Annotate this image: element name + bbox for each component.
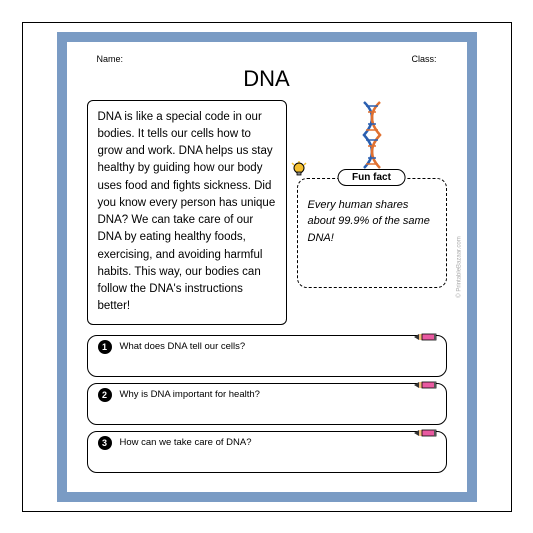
- question-box-2: 2 Why is DNA important for health?: [87, 383, 447, 425]
- dna-helix-icon: [352, 100, 392, 170]
- question-text: Why is DNA important for health?: [120, 389, 260, 400]
- question-number: 1: [98, 340, 112, 354]
- right-column: Fun fact Every human shares about 99.9% …: [297, 100, 447, 325]
- lightbulb-icon: [290, 161, 308, 184]
- question-box-1: 1 What does DNA tell our cells?: [87, 335, 447, 377]
- worksheet-page: Name: Class: DNA DNA is like a special c…: [57, 32, 477, 502]
- main-text-box: DNA is like a special code in our bodies…: [87, 100, 287, 325]
- watermark: © PrintableBazaar.com: [457, 236, 463, 297]
- question-text: How can we take care of DNA?: [120, 437, 252, 448]
- name-label: Name:: [97, 54, 124, 64]
- question-header: 1 What does DNA tell our cells?: [98, 340, 436, 354]
- question-box-3: 3 How can we take care of DNA?: [87, 431, 447, 473]
- fun-fact-box: Fun fact Every human shares about 99.9% …: [297, 178, 447, 288]
- class-label: Class:: [411, 54, 436, 64]
- pencil-icon: [414, 378, 438, 392]
- question-header: 2 Why is DNA important for health?: [98, 388, 436, 402]
- question-number: 3: [98, 436, 112, 450]
- question-text: What does DNA tell our cells?: [120, 341, 246, 352]
- pencil-icon: [414, 330, 438, 344]
- fun-fact-label: Fun fact: [337, 169, 406, 186]
- header-fields: Name: Class:: [87, 54, 447, 64]
- question-number: 2: [98, 388, 112, 402]
- page-title: DNA: [87, 66, 447, 92]
- question-header: 3 How can we take care of DNA?: [98, 436, 436, 450]
- pencil-icon: [414, 426, 438, 440]
- content-row: DNA is like a special code in our bodies…: [87, 100, 447, 325]
- fun-fact-text: Every human shares about 99.9% of the sa…: [308, 197, 436, 247]
- outer-frame: Name: Class: DNA DNA is like a special c…: [22, 22, 512, 512]
